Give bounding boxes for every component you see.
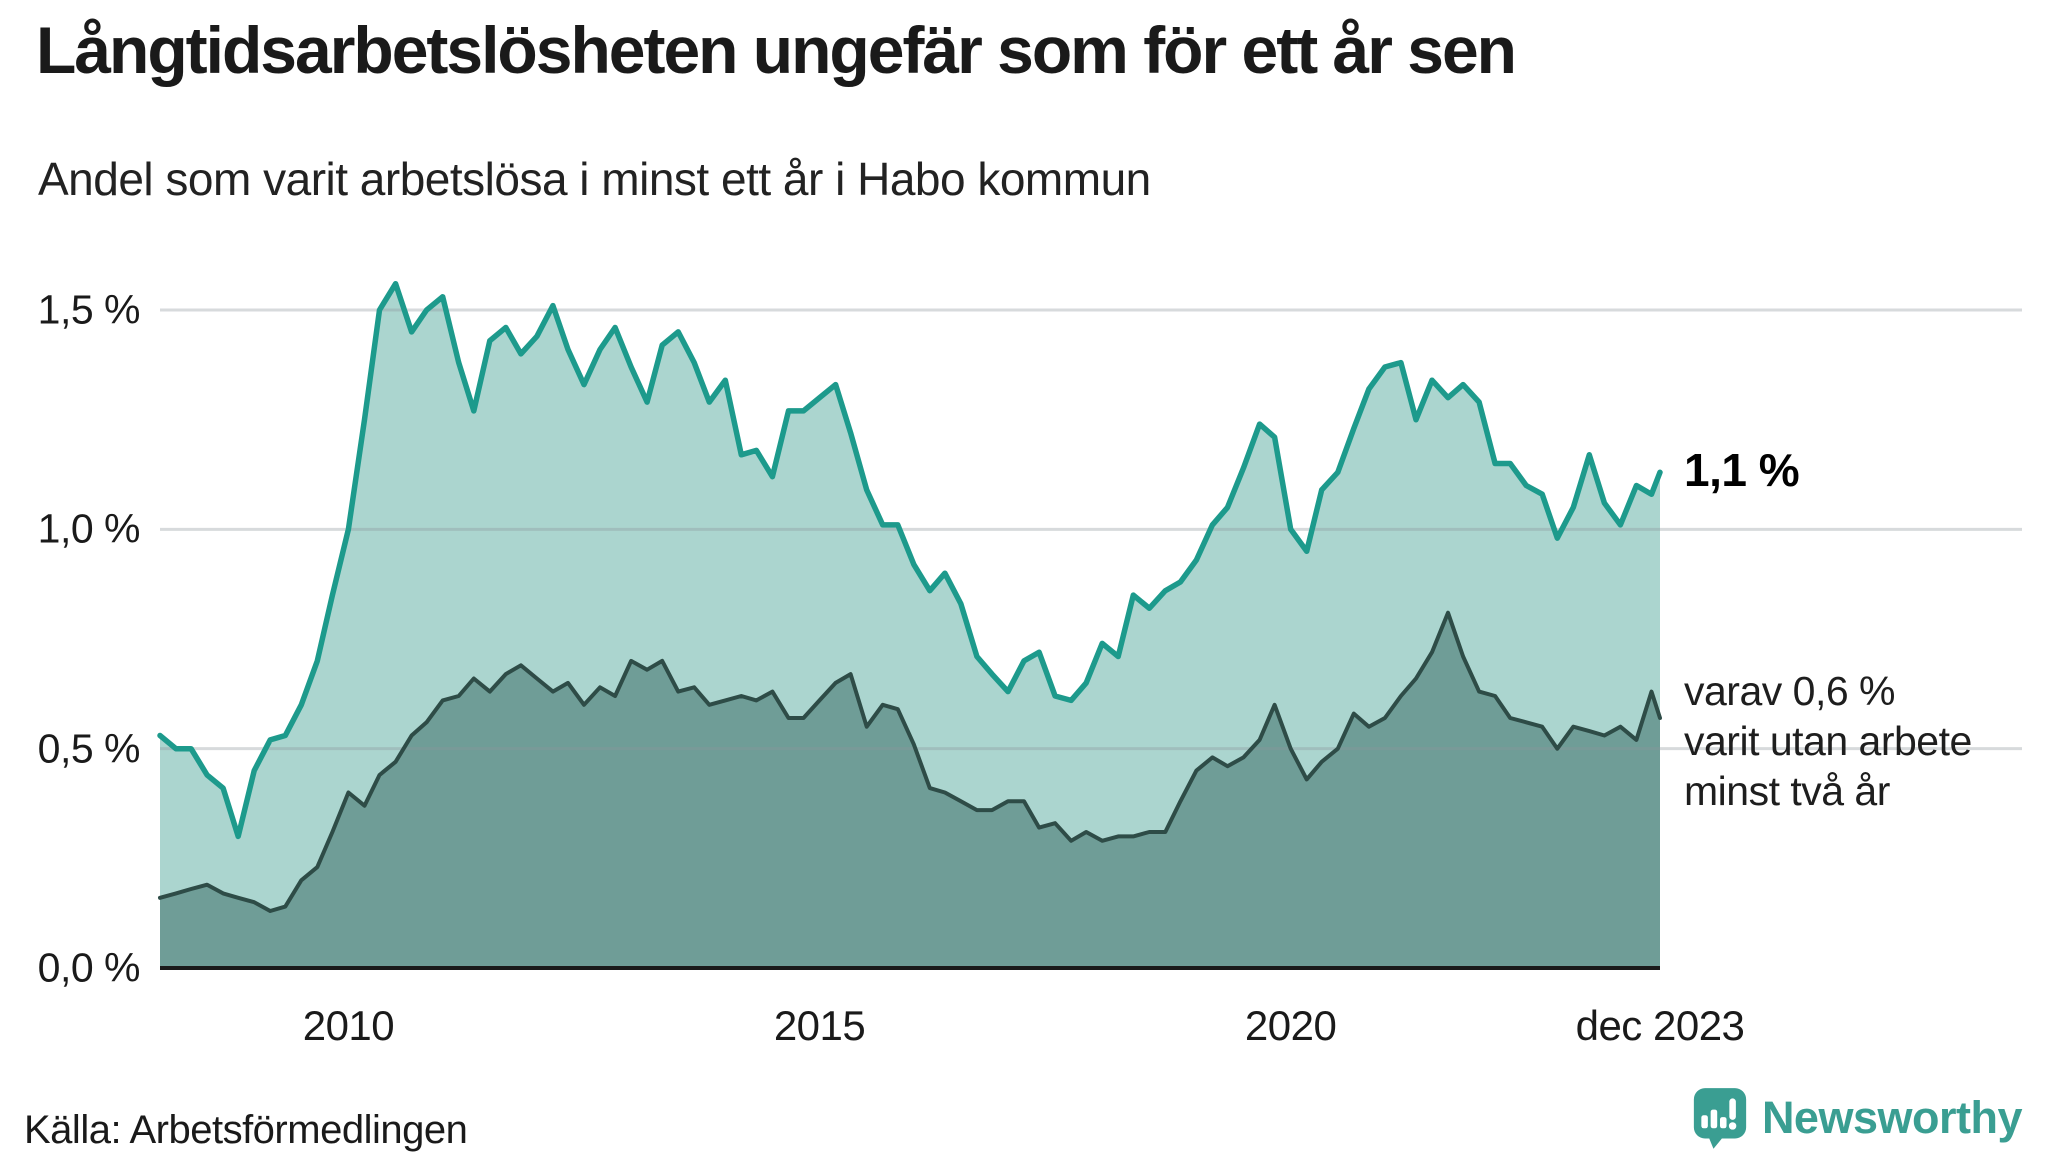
y-tick-label: 0,0 % xyxy=(37,944,141,991)
x-tick-label: 2020 xyxy=(1244,1002,1337,1049)
y-tick-label: 0,5 % xyxy=(37,725,141,772)
x-tick-label: 2010 xyxy=(302,1002,395,1049)
secondary-series-annotation: varav 0,6 % varit utan arbete minst två … xyxy=(1684,666,1972,816)
series-1yr-line xyxy=(157,280,1663,840)
secondary-annotation-line: minst två år xyxy=(1684,768,1890,815)
secondary-annotation-line: varav 0,6 % xyxy=(1684,668,1895,714)
page-title: Långtidsarbetslösheten ungefär som för e… xyxy=(36,13,1517,87)
newsworthy-logo-text: Newsworthy xyxy=(1761,1092,2023,1143)
newsworthy-logo: Newsworthy xyxy=(1692,1086,2023,1150)
source-label: Källa: Arbetsförmedlingen xyxy=(24,1108,468,1152)
x-tick-label: 2015 xyxy=(773,1002,866,1049)
secondary-annotation-line: varit utan arbete xyxy=(1684,718,1972,765)
x-tick-label: dec 2023 xyxy=(1575,1002,1745,1049)
newsworthy-logo-icon xyxy=(1693,1088,1747,1149)
chart-subtitle: Andel som varit arbetslösa i minst ett å… xyxy=(38,153,1151,205)
y-tick-label: 1,5 % xyxy=(37,286,141,333)
series-2yr-line xyxy=(158,610,1662,913)
series-2yr-area xyxy=(160,612,1660,968)
y-tick-label: 1,0 % xyxy=(37,505,141,552)
latest-value-label: 1,1 % xyxy=(1684,444,1800,497)
